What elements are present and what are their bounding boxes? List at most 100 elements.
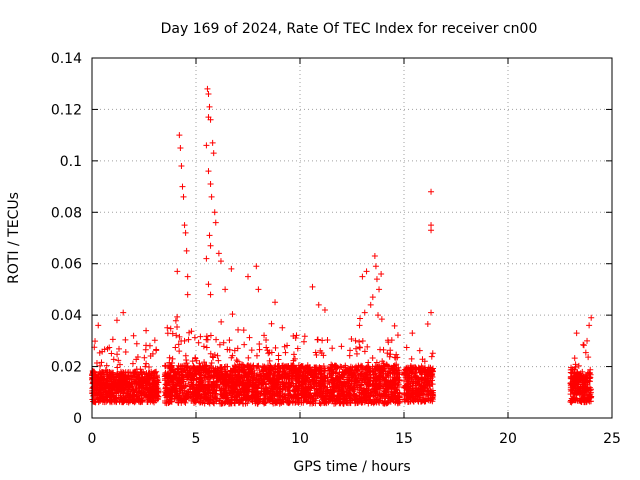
data-point [104, 345, 111, 352]
data-point [114, 351, 121, 358]
data-point [133, 394, 140, 401]
data-point [272, 344, 279, 351]
data-point [140, 378, 147, 385]
data-point [226, 346, 233, 353]
data-point [104, 380, 111, 387]
data-point [233, 357, 240, 364]
data-point [153, 373, 160, 380]
data-point [205, 91, 212, 97]
y-tick-label: 0 [73, 411, 82, 427]
data-point [177, 145, 184, 151]
data-point [139, 374, 146, 381]
data-point [207, 332, 214, 339]
data-point [372, 263, 379, 270]
data-point [203, 333, 210, 340]
data-point [357, 315, 364, 322]
data-point [201, 359, 208, 366]
data-point [174, 268, 181, 275]
data-point [191, 334, 198, 341]
y-tick-label: 0.14 [51, 51, 82, 67]
data-point [90, 398, 97, 405]
data-point [363, 268, 370, 275]
data-point [106, 377, 113, 384]
y-tick-label: 0.04 [51, 308, 82, 324]
data-point [327, 366, 334, 373]
x-tick-label: 10 [291, 431, 309, 447]
data-point [116, 345, 123, 352]
y-tick-label: 0.06 [51, 257, 82, 273]
data-point [319, 337, 326, 344]
data-point [182, 352, 189, 359]
data-point [138, 385, 145, 392]
data-point [143, 384, 150, 391]
data-point [371, 253, 378, 259]
data-point [241, 341, 248, 348]
data-point [272, 299, 279, 306]
data-point [203, 344, 210, 351]
data-point [115, 357, 122, 364]
data-point [226, 337, 233, 344]
data-point [108, 398, 115, 405]
data-point [356, 322, 363, 329]
data-point [347, 347, 354, 354]
data-point [329, 345, 336, 352]
data-point [428, 222, 435, 229]
data-point [416, 347, 423, 354]
data-point [300, 338, 307, 345]
x-tick-label: 5 [192, 431, 201, 447]
data-point [324, 337, 331, 344]
data-point [116, 377, 123, 384]
data-point [353, 350, 360, 357]
data-point [133, 340, 140, 347]
data-point [216, 341, 223, 348]
data-point [380, 346, 387, 353]
data-point [375, 312, 381, 319]
data-point [112, 381, 119, 388]
data-point [428, 188, 435, 195]
x-tick-label: 25 [603, 431, 621, 447]
data-point [116, 361, 123, 368]
data-point [180, 193, 187, 200]
data-point [248, 347, 255, 354]
data-point [408, 355, 415, 362]
data-point [102, 393, 109, 400]
data-point [169, 330, 176, 337]
data-point [143, 327, 150, 334]
data-point [245, 354, 252, 361]
x-tick-label: 0 [88, 431, 97, 447]
data-point [205, 168, 212, 175]
data-point [263, 344, 270, 351]
data-point [235, 326, 242, 333]
data-point [249, 385, 256, 392]
data-point [218, 318, 225, 325]
data-point [376, 286, 383, 293]
data-point [137, 399, 144, 406]
data-point [128, 387, 135, 394]
data-point [98, 359, 105, 366]
data-point [368, 399, 375, 406]
data-point [108, 350, 115, 357]
data-point [356, 338, 363, 345]
data-point [219, 399, 226, 406]
data-point [122, 382, 129, 389]
data-point [313, 352, 320, 358]
data-point [176, 132, 183, 139]
y-tick-label: 0.02 [51, 360, 82, 376]
data-point [356, 344, 363, 351]
data-point [174, 313, 181, 320]
data-point [208, 193, 215, 200]
data-point [206, 232, 213, 239]
data-point [301, 333, 308, 340]
data-point [253, 263, 260, 270]
data-point [114, 396, 121, 403]
data-point [167, 325, 174, 332]
data-point [185, 336, 192, 343]
data-point [141, 354, 148, 361]
data-point [153, 346, 160, 353]
data-point [176, 333, 183, 340]
data-point [231, 347, 238, 354]
data-point [197, 333, 204, 340]
data-point [125, 399, 132, 406]
data-point [104, 397, 111, 404]
data-point [364, 343, 371, 350]
